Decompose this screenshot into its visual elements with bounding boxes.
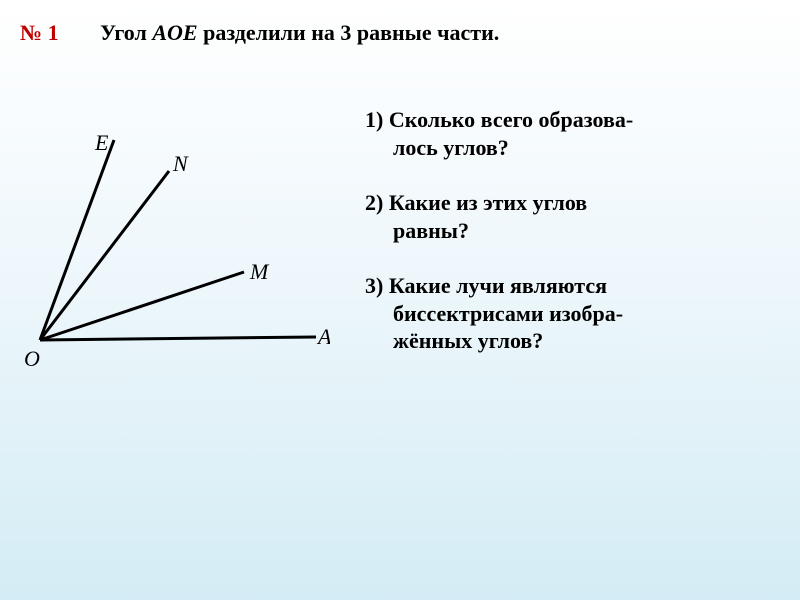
q1-line1: 1) Сколько всего образова- xyxy=(365,107,633,132)
ray-OA xyxy=(40,337,316,340)
question-1: 1) Сколько всего образова- лось углов? xyxy=(365,106,780,161)
problem-number: № 1 xyxy=(20,20,100,46)
q2-line1: 2) Какие из этих углов xyxy=(365,190,587,215)
title-prefix: Угол xyxy=(100,20,152,45)
label-A: A xyxy=(316,324,330,349)
questions-block: 1) Сколько всего образова- лось углов? 2… xyxy=(350,106,780,386)
diagram-container: O A M N E xyxy=(20,106,350,386)
angle-diagram: O A M N E xyxy=(20,106,330,386)
question-2: 2) Какие из этих углов равны? xyxy=(365,189,780,244)
q3-line1: 3) Какие лучи являются xyxy=(365,273,607,298)
title-angle: AOE xyxy=(152,20,197,45)
title-suffix: разделили на 3 равные части. xyxy=(198,20,500,45)
diagram-svg: O A M N E xyxy=(20,106,330,386)
q2-line2: равны? xyxy=(365,217,780,245)
label-E: E xyxy=(94,130,109,155)
label-N: N xyxy=(172,151,189,176)
ray-OE xyxy=(40,140,114,340)
label-M: M xyxy=(249,259,270,284)
ray-ON xyxy=(40,171,169,340)
problem-title: Угол AOE разделили на 3 равные части. xyxy=(100,20,499,46)
q3-line2: биссектрисами изобра- xyxy=(365,300,780,328)
label-O: O xyxy=(24,346,40,371)
ray-OM xyxy=(40,272,244,340)
question-3: 3) Какие лучи являются биссектрисами изо… xyxy=(365,272,780,355)
q1-line2: лось углов? xyxy=(365,134,780,162)
q3-line3: жённых углов? xyxy=(365,327,780,355)
